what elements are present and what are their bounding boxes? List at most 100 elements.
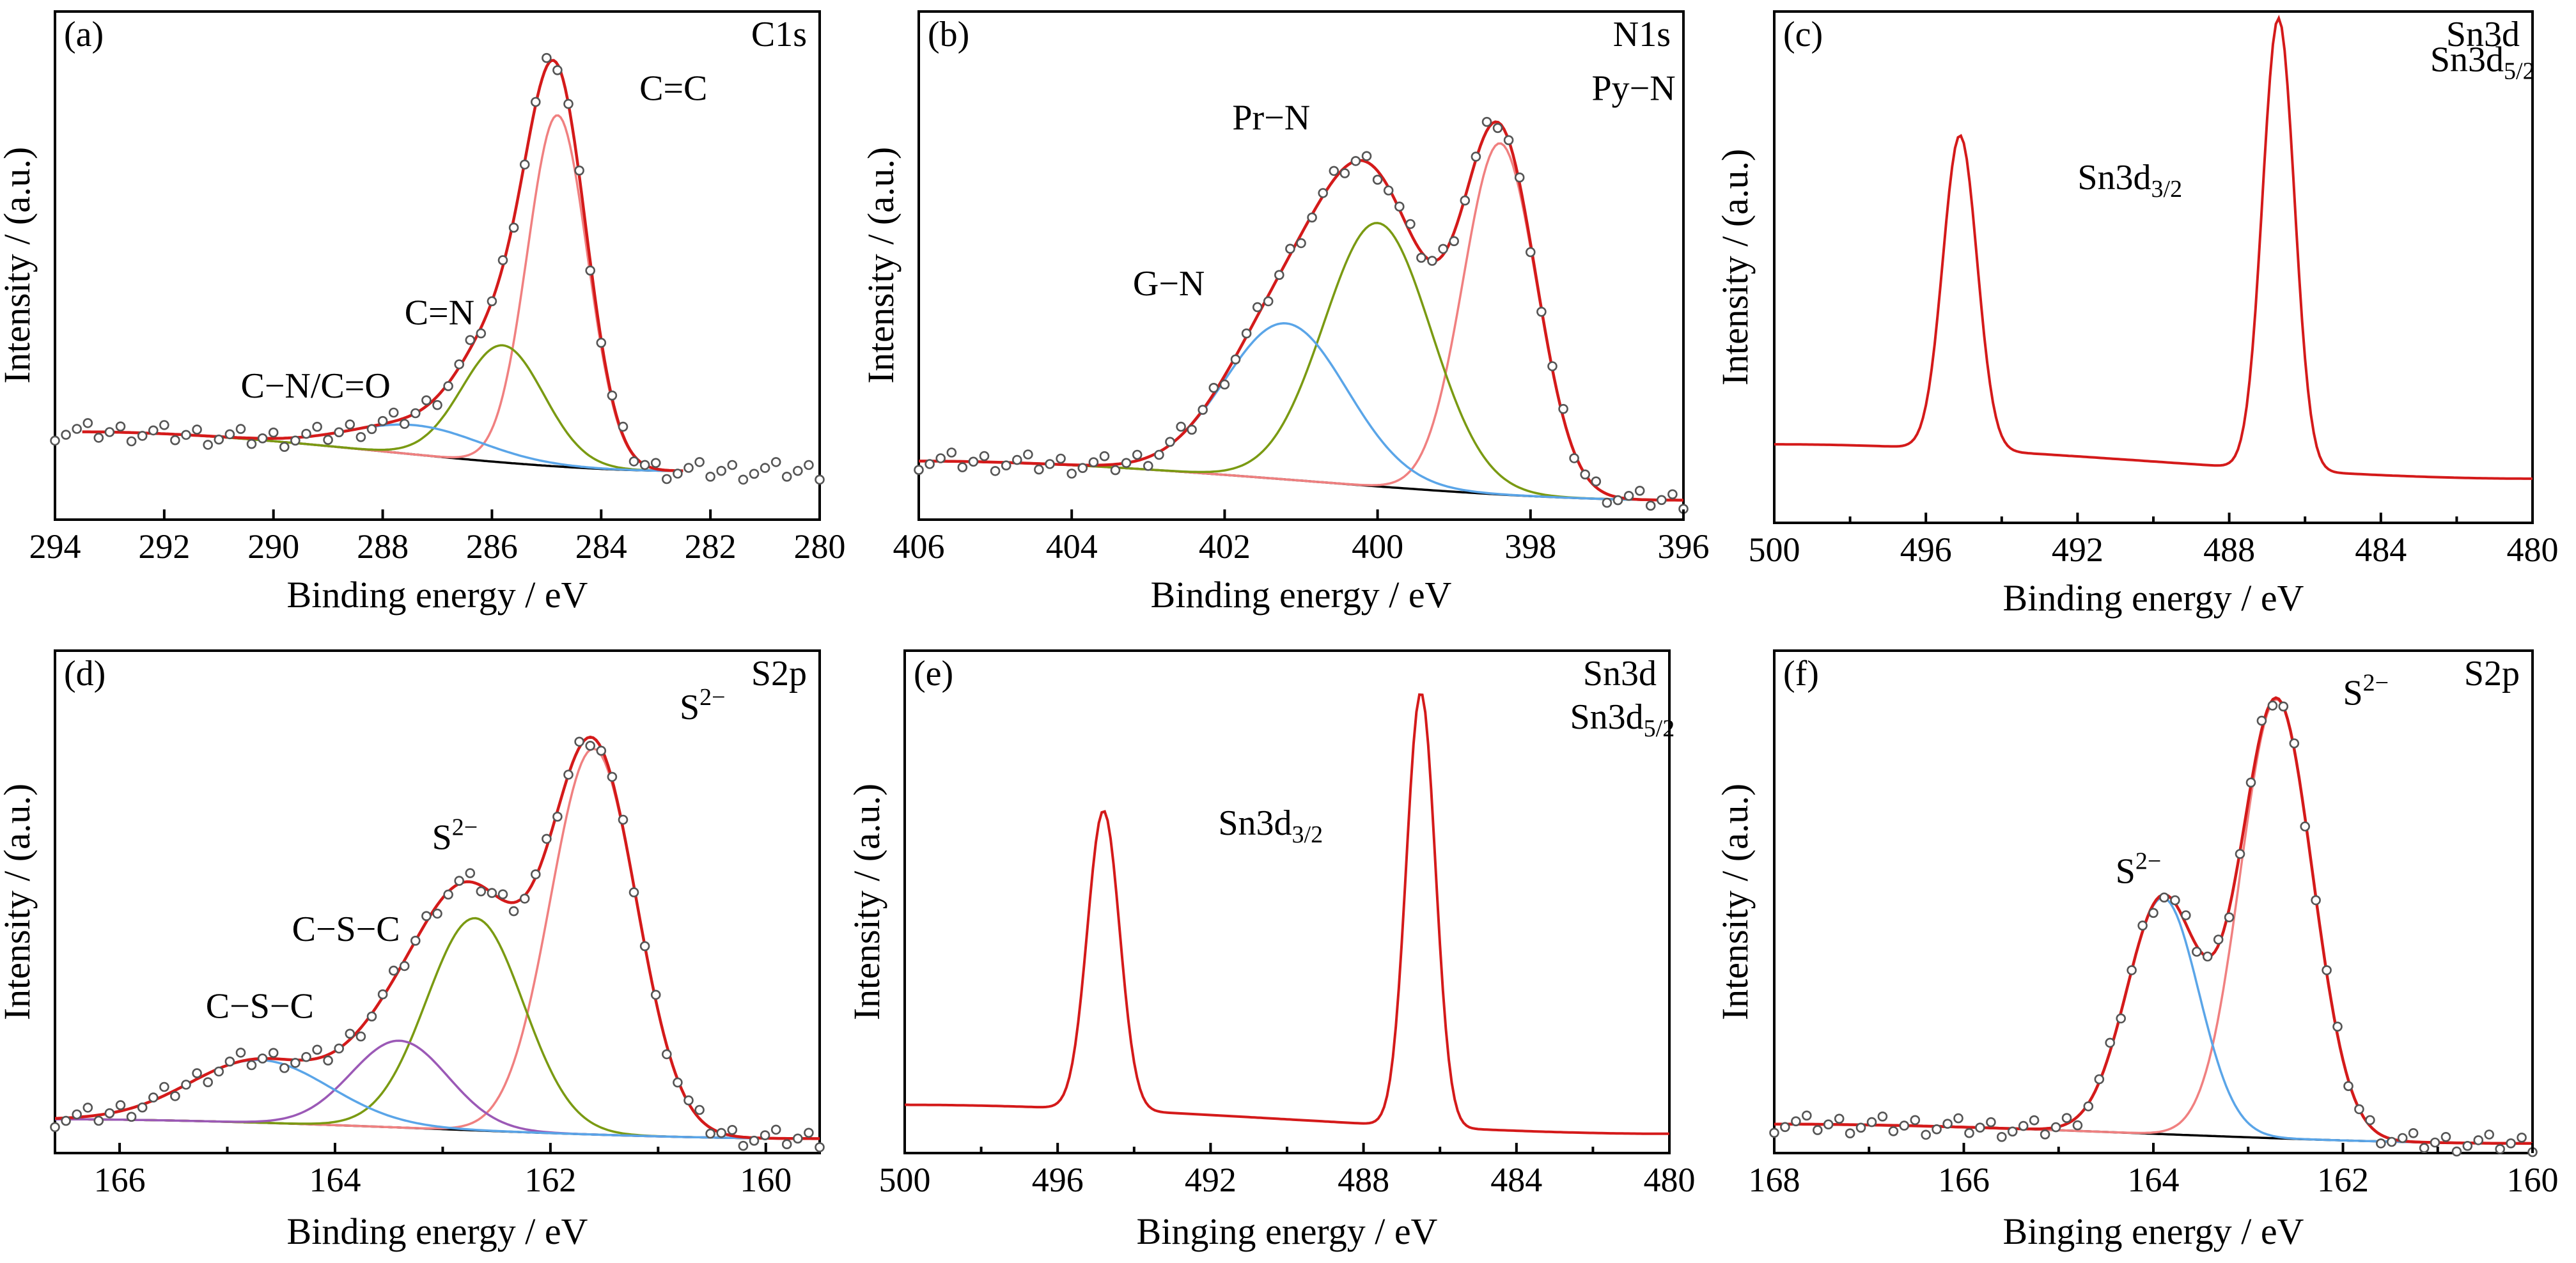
x-tick-label: 284 xyxy=(575,527,627,566)
raw-data-point xyxy=(705,1128,715,1139)
raw-data-point xyxy=(1514,172,1525,183)
spectrum-line xyxy=(905,693,1669,1135)
peak-label: C=C xyxy=(639,69,707,109)
raw-data-point xyxy=(235,1048,246,1058)
raw-data-point xyxy=(2192,947,2202,957)
raw-data-point xyxy=(530,97,541,107)
raw-data-point xyxy=(377,989,388,1000)
x-tick-label: 480 xyxy=(1644,1161,1696,1199)
raw-data-point xyxy=(1910,1115,1921,1126)
plot-area-a: 294 292 290 288 286 284 282 280 xyxy=(29,52,846,566)
raw-data-point xyxy=(673,469,683,479)
raw-data-point xyxy=(1394,201,1405,212)
raw-data-point xyxy=(487,888,497,898)
raw-data-point xyxy=(181,430,191,440)
peak-label: Sn3d3/2 xyxy=(2077,158,2182,203)
raw-data-point xyxy=(1383,185,1394,196)
raw-data-point xyxy=(1888,1126,1899,1136)
raw-data-point xyxy=(290,435,301,446)
raw-data-point xyxy=(2040,1129,2050,1140)
component-peak-4 xyxy=(54,1058,820,1140)
raw-data-point xyxy=(1154,449,1164,460)
raw-data-point xyxy=(727,1125,738,1135)
core-level-label-e: Sn3d xyxy=(1583,654,1657,693)
raw-data-point xyxy=(1296,238,1306,249)
plot-area-b: 406 404 402 400 398 396 xyxy=(893,116,1710,566)
panel-tag-d: (d) xyxy=(64,654,105,693)
panel-tag-c: (c) xyxy=(1783,15,1823,54)
raw-data-point xyxy=(781,471,792,482)
raw-data-point xyxy=(497,889,508,899)
raw-data-point xyxy=(61,1115,71,1126)
plot-frame-e xyxy=(903,649,1671,1154)
raw-data-point xyxy=(2127,965,2137,975)
raw-data-point xyxy=(2386,1136,2397,1147)
raw-data-point xyxy=(705,471,715,482)
raw-data-point xyxy=(530,869,541,879)
raw-data-point xyxy=(607,771,618,782)
raw-data-point xyxy=(563,98,574,109)
raw-data-point xyxy=(104,1108,115,1119)
raw-data-point xyxy=(935,453,946,463)
x-tick-label: 168 xyxy=(1749,1161,1800,1199)
raw-data-point xyxy=(432,399,442,410)
raw-data-point xyxy=(345,419,355,430)
raw-data-point xyxy=(563,770,574,780)
x-tick-label: 406 xyxy=(893,527,945,566)
raw-data-point xyxy=(377,415,388,426)
raw-data-point xyxy=(2408,1128,2419,1138)
x-tick-label: 484 xyxy=(1490,1161,1542,1199)
x-tick-label: 500 xyxy=(879,1161,931,1199)
raw-data-point xyxy=(1580,469,1590,480)
x-tick-label: 492 xyxy=(1185,1161,1237,1199)
raw-data-point xyxy=(1405,219,1416,229)
raw-data-point xyxy=(990,466,1001,476)
raw-data-point xyxy=(399,419,410,430)
raw-data-point xyxy=(2462,1141,2473,1151)
core-level-label-a: C1s xyxy=(751,15,807,54)
x-axis-label-b: Binding energy / eV xyxy=(1151,574,1452,616)
raw-data-point xyxy=(1165,437,1175,447)
raw-data-point xyxy=(323,1055,333,1065)
raw-data-point xyxy=(1187,424,1197,435)
raw-data-point xyxy=(662,1049,672,1060)
plot-area-d: 166 164 162 160 xyxy=(50,735,825,1199)
raw-data-point xyxy=(804,460,814,470)
x-tick-label: 164 xyxy=(309,1161,361,1199)
raw-data-point xyxy=(443,889,453,900)
raw-data-point xyxy=(355,431,366,442)
raw-data-point xyxy=(749,1135,760,1146)
raw-data-point xyxy=(2267,701,2278,711)
x-tick-label: 166 xyxy=(94,1161,146,1199)
panel-tag-b: (b) xyxy=(928,15,969,54)
raw-data-point xyxy=(1667,489,1678,500)
plot-area-f: 168 166 164 162 160 xyxy=(1749,696,2559,1199)
raw-data-point xyxy=(334,1043,345,1054)
raw-data-point xyxy=(1591,476,1602,487)
raw-data-point xyxy=(2289,738,2300,748)
raw-data-point xyxy=(399,961,410,972)
x-tick-label: 164 xyxy=(2128,1161,2180,1199)
raw-data-point xyxy=(760,1130,770,1140)
raw-data-point xyxy=(443,381,453,391)
raw-data-point xyxy=(355,1031,366,1042)
raw-data-point xyxy=(1329,166,1339,176)
raw-data-point xyxy=(148,1092,159,1103)
raw-data-point xyxy=(2061,1113,2072,1123)
raw-data-point xyxy=(2050,1122,2061,1133)
raw-data-point xyxy=(639,460,650,470)
raw-data-point xyxy=(1932,1124,1942,1135)
raw-data-point xyxy=(50,1122,60,1133)
fit-envelope xyxy=(54,735,820,1140)
raw-data-point xyxy=(421,395,432,406)
y-axis-label-f: Intensity / (a.u.) xyxy=(1714,784,1756,1020)
raw-data-point xyxy=(574,736,584,747)
core-level-label-b: N1s xyxy=(1613,15,1671,54)
raw-data-point xyxy=(2256,715,2267,726)
raw-data-point xyxy=(793,465,803,476)
raw-data-point xyxy=(2278,701,2289,712)
raw-data-point xyxy=(1569,453,1579,463)
x-tick-label: 400 xyxy=(1352,527,1403,566)
peak-label: S2− xyxy=(680,684,726,727)
raw-data-point xyxy=(1802,1110,1812,1121)
